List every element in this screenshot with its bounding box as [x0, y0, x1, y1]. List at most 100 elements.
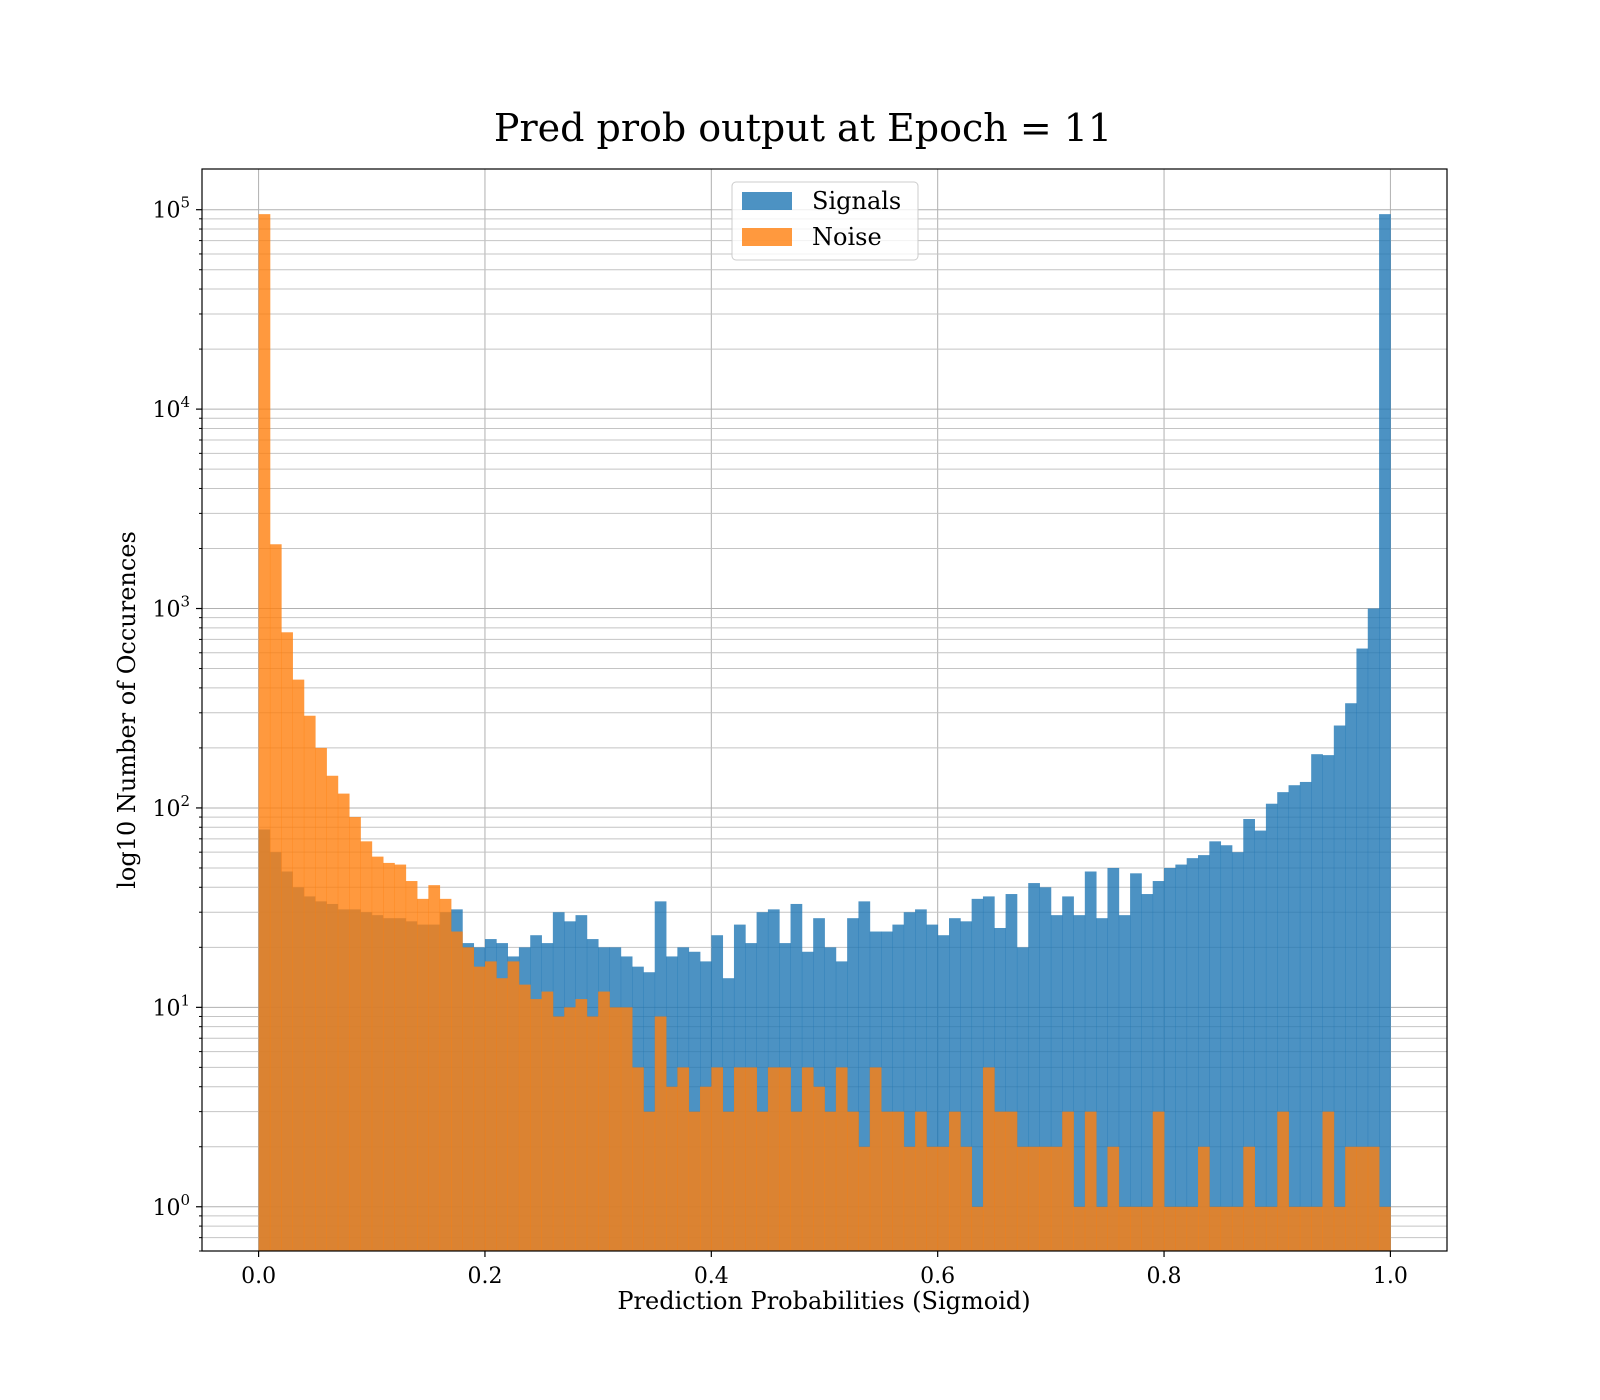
bar-noise [767, 1067, 780, 1251]
bar-signals [994, 927, 1006, 1251]
bar-noise [530, 999, 542, 1251]
bar-noise [269, 544, 282, 1251]
bar-signals [1265, 803, 1278, 1251]
bar-noise [1299, 1206, 1312, 1251]
bar-noise [575, 999, 588, 1251]
bar-noise [937, 1146, 950, 1251]
bar-noise [371, 856, 384, 1251]
bar-noise [303, 715, 316, 1251]
bar-signals [1073, 915, 1086, 1251]
bar-noise [1084, 1111, 1097, 1251]
bar-noise [1322, 1111, 1335, 1251]
bar-noise [1231, 1206, 1244, 1251]
bar-noise [801, 1067, 814, 1251]
bar-noise [1209, 1206, 1222, 1251]
bar-noise [1141, 1206, 1154, 1251]
bar-noise [1073, 1206, 1086, 1251]
bar-signals [1016, 947, 1029, 1251]
bar-signals [1107, 867, 1120, 1251]
bar-noise [994, 1111, 1006, 1251]
bar-signals [1164, 867, 1176, 1251]
x-axis-label: Prediction Probabilities (Sigmoid) [617, 1287, 1030, 1315]
axis-ticks: 0.0 0.2 0.4 0.6 0.8 1.0 100 101 102 103 104 105 [152, 194, 1407, 1289]
bar-noise [428, 885, 441, 1251]
bar-signals [1096, 918, 1108, 1251]
bar-noise [632, 1067, 644, 1251]
bar-noise [1152, 1111, 1165, 1251]
chart-title: Pred prob output at Epoch = 11 [494, 106, 1112, 150]
bar-noise [926, 1146, 939, 1251]
bar-noise [258, 214, 271, 1252]
bar-noise [1118, 1206, 1131, 1251]
bar-noise [564, 1007, 576, 1251]
bar-noise [722, 1111, 735, 1251]
bar-signals [915, 909, 927, 1251]
bar-noise [971, 1206, 984, 1251]
bar-noise [598, 991, 610, 1251]
bar-noise [756, 1111, 769, 1251]
bar-noise [1096, 1206, 1108, 1251]
plot-area-frame [201, 168, 1448, 1252]
bar-signals [1062, 896, 1074, 1251]
bar-noise [1175, 1206, 1188, 1251]
bar-signals [1039, 887, 1052, 1251]
y-tick-label: 105 [152, 194, 190, 224]
bar-noise [688, 1111, 701, 1251]
bar-noise [609, 1007, 622, 1251]
bar-noise [1062, 1111, 1074, 1251]
bar-noise [1198, 1146, 1210, 1251]
bar-signals [881, 931, 893, 1251]
bar-noise [835, 1067, 848, 1251]
bar-noise [620, 1007, 633, 1251]
bar-noise [654, 1016, 667, 1251]
bar-noise [518, 984, 531, 1251]
bar-noise [824, 1111, 837, 1251]
bar-noise [847, 1111, 859, 1251]
x-tick-label: 0.8 [1147, 1264, 1182, 1289]
bar-noise [1265, 1206, 1278, 1251]
bar-signals [926, 924, 939, 1251]
bar-noise [552, 1016, 565, 1251]
bar-noise [349, 817, 361, 1251]
bar-signals [790, 903, 803, 1251]
bar-noise [1028, 1146, 1040, 1251]
bar-signals [1118, 915, 1131, 1251]
bar-noise [1039, 1146, 1052, 1251]
bar-signals [1367, 608, 1380, 1251]
bar-signals [1028, 883, 1040, 1251]
bar-signals [1299, 781, 1312, 1251]
bar-noise [507, 961, 520, 1251]
bar-noise [779, 1067, 791, 1251]
bar-noise [1220, 1206, 1233, 1251]
bar-noise [586, 1016, 599, 1251]
bar-noise [960, 1146, 973, 1251]
bar-signals [1130, 873, 1142, 1251]
bar-noise [1005, 1111, 1018, 1251]
bar-signals [1345, 703, 1357, 1251]
bar-noise [383, 862, 395, 1251]
bar-noise [462, 947, 475, 1251]
bar-noise [915, 1111, 927, 1251]
bar-signals [813, 918, 825, 1251]
bar-signals [1356, 648, 1369, 1251]
bar-noise [1243, 1146, 1255, 1251]
bar-noise [903, 1146, 916, 1251]
bar-noise [790, 1111, 803, 1251]
bar-signals [1243, 819, 1255, 1251]
bar-signals [937, 935, 950, 1251]
y-axis-label: log10 Number of Occurences [113, 531, 141, 889]
bar-noise [292, 679, 305, 1251]
bar-signals [971, 898, 984, 1251]
bar-noise [394, 864, 407, 1251]
bar-noise [677, 1067, 690, 1251]
bar-noise [1050, 1146, 1063, 1251]
bar-signals [1311, 754, 1323, 1251]
bar-noise [1164, 1206, 1176, 1251]
bar-noise [326, 775, 339, 1251]
x-tick-label: 0.4 [694, 1264, 729, 1289]
bar-signals [847, 918, 859, 1251]
bar-noise [711, 1067, 724, 1251]
x-tick-label: 0.6 [920, 1264, 955, 1289]
bar-noise [643, 1111, 656, 1251]
